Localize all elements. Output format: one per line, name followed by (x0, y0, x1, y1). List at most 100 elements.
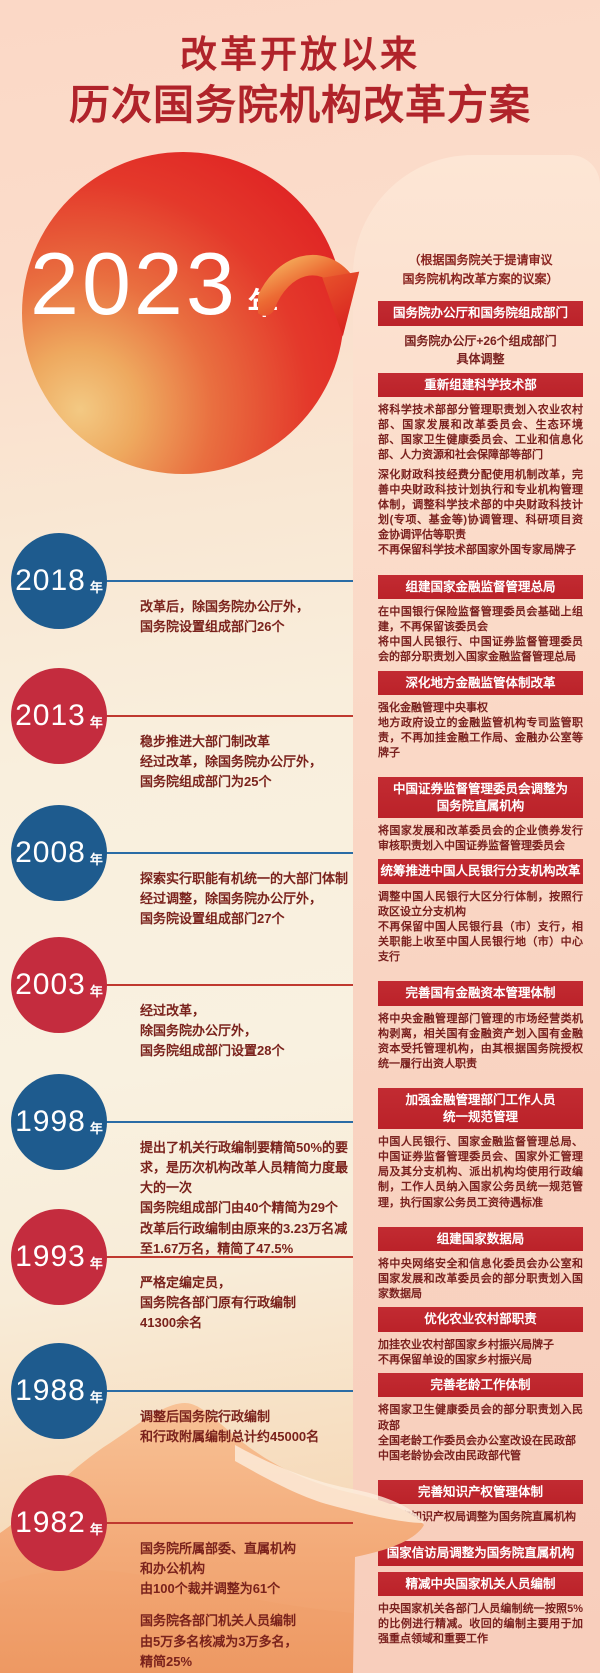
section-banner-line: 精减中央国家机关人员编制 (405, 1576, 556, 1591)
section-banner-line: 完善老龄工作体制 (430, 1378, 531, 1393)
timeline-year-circle: 1982 年 (11, 1475, 107, 1571)
hero-year: 2023 (30, 234, 238, 333)
timeline-description-line: 至1.67万名，精简了47.5% (140, 1240, 294, 1256)
timeline-description-line: 探索实行职能有机统一的大部门体制 (140, 871, 349, 886)
section-banner: 完善知识产权管理体制 (378, 1480, 583, 1505)
timeline-description-line: 国务院设置组成部门27个 (140, 911, 285, 927)
hero-circle-2023 (22, 152, 344, 474)
timeline-description-line: 和办公机构 (140, 1561, 206, 1577)
timeline-description: 国务院所属部委、直属机构 和办公机构 由100个裁并调整为61个 国务院各部门机关人员… (140, 1539, 358, 1673)
timeline-year-unit: 年 (89, 1521, 103, 1537)
section-banner: 深化地方金融监管体制改革 (378, 670, 583, 695)
section-banner: 完善国有金融资本管理体制 (378, 981, 583, 1006)
section-banner-line: 深化地方金融监管体制改革 (405, 675, 556, 690)
curved-arrow-icon (258, 254, 360, 337)
section-banner-line: 统一规范管理 (442, 1109, 518, 1124)
section-banner-line: 优化农业农村部职责 (424, 1312, 537, 1327)
timeline-description-line: 严格定编定员， (140, 1275, 232, 1290)
timeline-description-paragraph: 稳步推进大部门制改革 经过改革，除国务院办公厅外， 国务院组成部门为25个 (140, 732, 358, 792)
section-banner-line: 完善国有金融资本管理体制 (405, 986, 556, 1001)
timeline-description-line: 国务院组成部门设置28个 (140, 1043, 285, 1059)
section-text-line: 将科学技术部部分管理职责划入农业农村部、国家发展和改革委员会、生态环境部、国家卫… (378, 403, 583, 462)
section-text: 将中央网络安全和信息化委员会办公室和国家发展和改革委员会的部分职责划入国家数据局 (378, 1257, 583, 1303)
section-banner-line: 加强金融管理部门工作人员 (405, 1093, 556, 1108)
section-banner-line: 国务院直属机构 (436, 798, 525, 813)
timeline-description-paragraph: 严格定编定员， 国务院各部门原有行政编制 41300余名 (140, 1273, 358, 1333)
timeline-description: 改革后，除国务院办公厅外， 国务院设置组成部门26个 (140, 597, 358, 649)
section-text-line: 全国老龄工作委员会办公室改设在民政部 (378, 1434, 576, 1447)
timeline-description-line: 经过改革， (140, 1003, 206, 1018)
section-text-line: 国务院办公厅+26个组成部门 (404, 333, 557, 348)
page-title: 改革开放以来 历次国务院机构改革方案 (0, 30, 600, 131)
section-text-line: 中国人民银行、国家金融监督管理总局、中国证券监督管理委员会、国家外汇管理局及其分… (378, 1135, 583, 1209)
timeline-description-line: 国务院组成部门由40个精简为29个 (140, 1200, 338, 1216)
timeline-line (59, 1256, 353, 1258)
timeline-year-unit: 年 (89, 579, 103, 595)
timeline-description-line: 由100个裁并调整为61个 (140, 1581, 281, 1597)
section-text-line: 不再保留中国人民银行县（市）支行，相关职能上收至中国人民银行地（市）中心支行 (378, 920, 583, 964)
timeline-line (59, 1390, 353, 1392)
timeline-description-line: 精简25% (140, 1653, 193, 1669)
timeline-year-circle: 2013 年 (11, 668, 107, 764)
timeline-description: 严格定编定员， 国务院各部门原有行政编制 41300余名 (140, 1273, 358, 1345)
hero-year-label: 2023 年 (30, 240, 278, 328)
section-text: 国务院办公厅+26个组成部门 具体调整 (378, 332, 583, 368)
timeline-year: 2008 (15, 836, 86, 869)
timeline-description-line: 调整后国务院行政编制 (140, 1409, 271, 1424)
timeline-line (59, 1522, 353, 1524)
timeline-description-line: 大的一次 (140, 1180, 193, 1196)
timeline-year-circle: 2008 年 (11, 805, 107, 901)
mountain-ridge-highlight (235, 1445, 424, 1523)
section-banner-line: 组建国家金融监督管理总局 (405, 579, 556, 594)
timeline-description-line: 除国务院办公厅外， (140, 1023, 258, 1039)
timeline-line (59, 580, 353, 582)
timeline-description-paragraph: 国务院所属部委、直属机构 和办公机构 由100个裁并调整为61个 (140, 1539, 358, 1599)
section-banner-line: 重新组建科学技术部 (424, 377, 537, 392)
timeline-description-line: 改革后，除国务院办公厅外， (140, 599, 310, 614)
mountains-graphic (0, 1403, 424, 1673)
section-text: 将国家发展和改革委员会的企业债券发行审核职责划入中国证券监督管理委员会 (378, 824, 583, 854)
timeline-year-circle: 2003 年 (11, 937, 107, 1033)
section-text-line: 具体调整 (456, 351, 505, 366)
timeline-description-line: 经过调整，除国务院办公厅外， (140, 891, 323, 907)
source-note: （根据国务院关于提请审议 国务院机构改革方案的议案） (378, 251, 583, 289)
section-text: 将中央金融管理部门管理的市场经营类机构剥离，相关国有金融资产划入国有金融资本受托… (378, 1012, 583, 1073)
timeline-description-line: 国务院各部门机关人员编制 (140, 1613, 297, 1629)
timeline-description-paragraph: 经过改革， 除国务院办公厅外， 国务院组成部门设置28个 (140, 1001, 358, 1061)
timeline-description-paragraph: 调整后国务院行政编制和行政附属编制总计约45000名 (140, 1407, 358, 1447)
section-banner-line: 统筹推进中国人民银行分支机构改革 (380, 864, 581, 879)
section-banner: 重新组建科学技术部 (378, 372, 583, 397)
panel-sections: 国务院办公厅和国务院组成部门国务院办公厅+26个组成部门 具体调整重新组建科学技术… (378, 301, 583, 1647)
timeline-description-line: 国务院各部门原有行政编制 (140, 1295, 297, 1311)
timeline-description-line: 求，是历次机构改革人员精简力度最 (140, 1160, 349, 1176)
section-text-line: 将国家卫生健康委员会的部分职责划入民政部 (378, 1404, 583, 1432)
timeline-description-line: 改革后行政编制由原来的3.23万名减 (140, 1220, 348, 1236)
section-text: 将国家知识产权局调整为国务院直属机构 (378, 1510, 583, 1525)
timeline-line (59, 1121, 353, 1123)
section-text-line: 将中央网络安全和信息化委员会办公室和国家发展和改革委员会的部分职责划入国家数据局 (378, 1257, 583, 1301)
section-banner: 组建国家金融监督管理总局 (378, 574, 583, 599)
section-text-line: 将国家发展和改革委员会的企业债券发行审核职责划入中国证券监督管理委员会 (378, 824, 583, 853)
timeline-description-line: 稳步推进大部门制改革 (140, 734, 271, 749)
timeline-description: 探索实行职能有机统一的大部门体制 经过调整，除国务院办公厅外， 国务院设置组成部门2… (140, 869, 358, 941)
section-banner: 统筹推进中国人民银行分支机构改革 (378, 859, 583, 884)
timeline-year: 1982 (15, 1506, 86, 1539)
section-banner: 国务院办公厅和国务院组成部门 (378, 301, 583, 326)
timeline-year-unit: 年 (89, 851, 103, 867)
timeline-year: 1988 (15, 1374, 86, 1407)
timeline-description-paragraph: 探索实行职能有机统一的大部门体制 经过调整，除国务院办公厅外， 国务院设置组成部门2… (140, 869, 358, 929)
timeline-description-line: 提出了机关行政编制要精简50%的要 (140, 1140, 349, 1155)
timeline-description-paragraph: 改革后，除国务院办公厅外， 国务院设置组成部门26个 (140, 597, 358, 637)
section-text-line: 将中央金融管理部门管理的市场经营类机构剥离，相关国有金融资产划入国有金融资本受托… (378, 1012, 583, 1071)
section-text-line: 不再保留科学技术部国家外国专家局牌子 (378, 544, 576, 557)
section-text-line: 将中国人民银行、中国证券监督管理委员会的部分职责划入国家金融监督管理总局 (378, 636, 583, 664)
section-text-line: 将国家知识产权局调整为国务院直属机构 (378, 1511, 576, 1524)
source-note-line-2: 国务院机构改革方案的议案） (402, 272, 559, 287)
timeline-description-line: 和行政附属编制总计约45000名 (140, 1429, 320, 1445)
section-text-line: 不再保留单设的国家乡村振兴局 (378, 1353, 532, 1366)
timeline-description-line: 经过改革，除国务院办公厅外， (140, 754, 323, 770)
section-text-line: 中央国家机关各部门人员编制统一按照5%的比例进行精减。收回的编制主要用于加强重点… (378, 1602, 583, 1646)
timeline-description: 经过改革， 除国务院办公厅外， 国务院组成部门设置28个 (140, 1001, 358, 1073)
timeline-year-circle: 2018 年 (11, 533, 107, 629)
